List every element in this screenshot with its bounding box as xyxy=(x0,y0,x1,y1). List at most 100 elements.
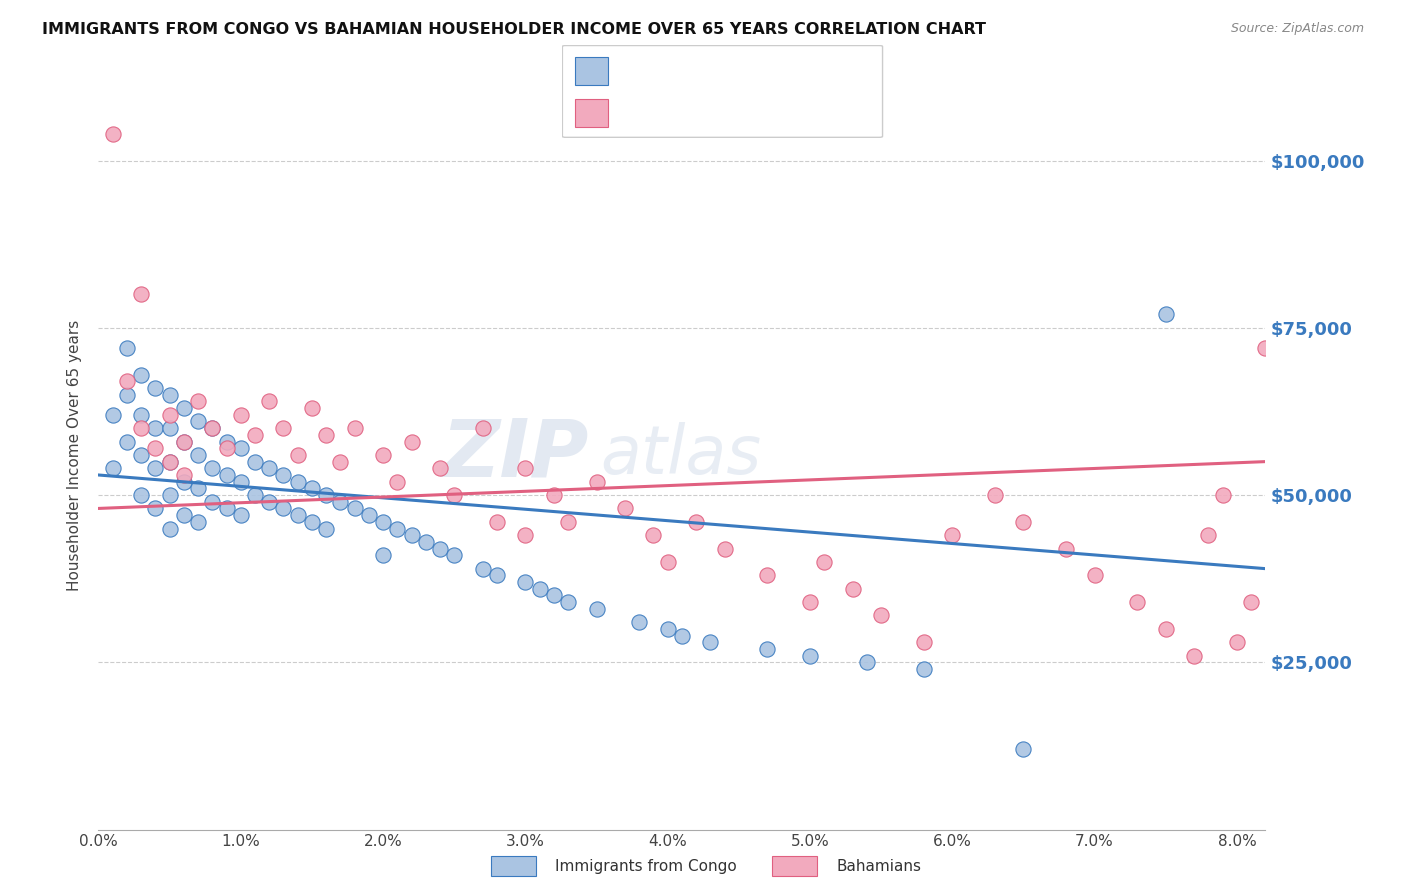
Point xyxy=(387,521,409,535)
Point xyxy=(187,414,209,428)
Point xyxy=(941,528,963,542)
Point xyxy=(229,475,252,489)
Point xyxy=(1254,341,1277,355)
Point xyxy=(485,568,508,582)
Point xyxy=(173,434,195,449)
Point xyxy=(485,515,508,529)
Point xyxy=(143,501,166,516)
Point xyxy=(215,434,238,449)
Point xyxy=(343,421,366,435)
Point xyxy=(187,515,209,529)
Point xyxy=(357,508,380,523)
Point xyxy=(187,394,209,409)
Point xyxy=(856,655,879,669)
Point xyxy=(557,515,579,529)
Text: 74: 74 xyxy=(792,62,815,79)
Point xyxy=(243,488,266,502)
Point xyxy=(159,454,181,469)
Point xyxy=(287,475,309,489)
Bar xyxy=(491,856,536,876)
Point xyxy=(315,488,337,502)
Point xyxy=(129,368,152,382)
Point xyxy=(429,461,451,475)
Point xyxy=(415,534,437,549)
Point xyxy=(799,648,821,663)
Point xyxy=(229,441,252,455)
Text: N =: N = xyxy=(749,62,787,79)
Point xyxy=(115,375,138,389)
Y-axis label: Householder Income Over 65 years: Householder Income Over 65 years xyxy=(67,319,83,591)
Point xyxy=(257,394,280,409)
Point xyxy=(115,434,138,449)
Point xyxy=(471,421,494,435)
Point xyxy=(912,635,935,649)
Point xyxy=(159,421,181,435)
Point xyxy=(201,421,224,435)
Text: Immigrants from Congo: Immigrants from Congo xyxy=(555,859,737,873)
Point xyxy=(685,515,707,529)
Text: -0.123: -0.123 xyxy=(662,62,723,79)
Text: R =: R = xyxy=(617,104,654,122)
Point xyxy=(101,408,124,422)
Point xyxy=(1084,568,1107,582)
Point xyxy=(371,515,394,529)
Point xyxy=(201,421,224,435)
Point xyxy=(443,488,465,502)
Point xyxy=(614,501,637,516)
Point xyxy=(301,482,323,496)
Point xyxy=(143,421,166,435)
Point xyxy=(273,501,295,516)
Point xyxy=(657,555,679,569)
Point xyxy=(257,461,280,475)
Point xyxy=(713,541,735,556)
Point xyxy=(129,421,152,435)
Point xyxy=(159,387,181,401)
Point xyxy=(215,501,238,516)
Point xyxy=(173,475,195,489)
Point xyxy=(585,602,607,616)
Text: atlas: atlas xyxy=(600,422,761,488)
Point xyxy=(101,127,124,141)
Point xyxy=(159,408,181,422)
Point xyxy=(515,528,537,542)
Point xyxy=(529,582,551,596)
Point xyxy=(143,381,166,395)
Text: IMMIGRANTS FROM CONGO VS BAHAMIAN HOUSEHOLDER INCOME OVER 65 YEARS CORRELATION C: IMMIGRANTS FROM CONGO VS BAHAMIAN HOUSEH… xyxy=(42,22,986,37)
Point xyxy=(515,574,537,589)
Point xyxy=(143,441,166,455)
Point xyxy=(799,595,821,609)
Bar xyxy=(772,856,817,876)
Point xyxy=(429,541,451,556)
Point xyxy=(515,461,537,475)
Point xyxy=(173,401,195,416)
Text: Bahamians: Bahamians xyxy=(837,859,921,873)
Point xyxy=(543,589,565,603)
Point xyxy=(471,562,494,576)
Point xyxy=(229,408,252,422)
Point xyxy=(315,427,337,442)
Point xyxy=(329,454,352,469)
Point xyxy=(1126,595,1149,609)
Point xyxy=(287,448,309,462)
Point xyxy=(585,475,607,489)
Point xyxy=(115,341,138,355)
Point xyxy=(401,528,423,542)
Point xyxy=(657,622,679,636)
Text: Source: ZipAtlas.com: Source: ZipAtlas.com xyxy=(1230,22,1364,36)
Point xyxy=(101,461,124,475)
Point xyxy=(273,421,295,435)
Point xyxy=(813,555,835,569)
Point xyxy=(984,488,1007,502)
Point xyxy=(129,287,152,301)
Point xyxy=(215,467,238,482)
Point xyxy=(756,642,779,657)
Point xyxy=(912,662,935,676)
Point xyxy=(1012,742,1035,756)
FancyBboxPatch shape xyxy=(562,45,883,137)
Point xyxy=(143,461,166,475)
FancyBboxPatch shape xyxy=(575,57,607,85)
Text: 0.061: 0.061 xyxy=(662,104,721,122)
Point xyxy=(115,387,138,401)
Point xyxy=(329,494,352,508)
Point xyxy=(870,608,893,623)
